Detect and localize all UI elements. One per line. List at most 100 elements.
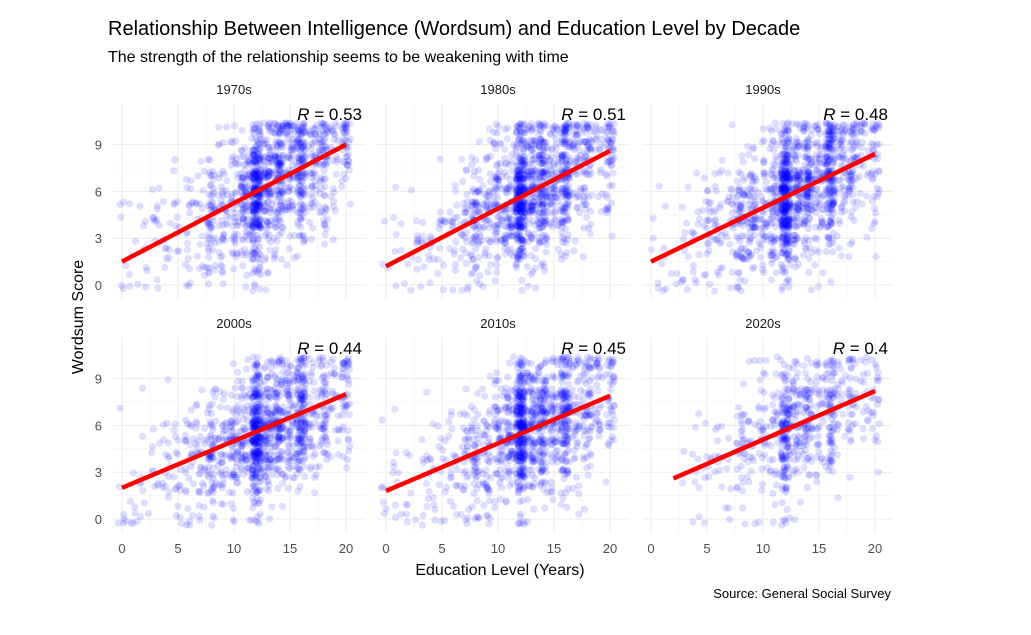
data-point bbox=[203, 219, 211, 227]
data-point bbox=[317, 176, 325, 184]
data-point bbox=[254, 253, 262, 262]
data-point bbox=[596, 169, 605, 177]
data-point bbox=[532, 254, 540, 263]
data-point bbox=[317, 139, 325, 147]
data-point bbox=[256, 153, 264, 161]
data-point bbox=[250, 199, 258, 207]
data-point bbox=[250, 151, 258, 160]
data-point bbox=[792, 236, 800, 244]
data-point bbox=[173, 198, 181, 206]
data-point bbox=[200, 167, 208, 175]
data-point bbox=[557, 255, 565, 263]
data-point bbox=[300, 170, 308, 178]
data-point bbox=[149, 442, 157, 451]
data-point bbox=[264, 198, 273, 206]
data-point bbox=[260, 207, 268, 215]
data-point bbox=[274, 123, 282, 132]
data-point bbox=[300, 123, 309, 131]
data-point bbox=[297, 139, 305, 147]
data-point bbox=[261, 200, 269, 208]
data-point bbox=[229, 516, 237, 524]
data-point bbox=[131, 237, 140, 245]
data-point bbox=[277, 166, 285, 174]
data-point bbox=[309, 224, 317, 232]
data-point bbox=[163, 254, 171, 263]
data-point bbox=[265, 144, 273, 152]
data-point bbox=[277, 142, 286, 151]
data-point bbox=[184, 505, 192, 513]
data-point bbox=[563, 213, 571, 222]
data-point bbox=[244, 172, 252, 180]
data-point bbox=[209, 235, 217, 243]
data-point bbox=[257, 270, 265, 278]
data-point bbox=[255, 157, 263, 165]
data-point bbox=[301, 172, 309, 181]
data-point bbox=[655, 182, 663, 190]
data-point bbox=[501, 145, 509, 154]
data-point bbox=[769, 137, 778, 146]
data-point bbox=[251, 172, 259, 180]
data-point bbox=[329, 185, 337, 193]
data-point bbox=[673, 269, 681, 277]
data-point bbox=[718, 264, 727, 272]
data-point bbox=[579, 197, 588, 206]
data-point bbox=[242, 222, 250, 230]
data-point bbox=[572, 131, 581, 139]
data-point bbox=[254, 239, 262, 247]
data-point bbox=[255, 250, 263, 259]
data-point bbox=[282, 206, 290, 214]
data-point bbox=[249, 220, 257, 229]
data-point bbox=[264, 155, 272, 163]
data-point bbox=[228, 155, 236, 164]
data-point bbox=[273, 187, 282, 195]
data-point bbox=[541, 267, 549, 275]
data-point bbox=[210, 188, 218, 196]
data-point bbox=[232, 249, 240, 257]
data-point bbox=[302, 208, 310, 216]
data-point bbox=[229, 153, 237, 161]
data-point bbox=[512, 152, 520, 160]
data-point bbox=[220, 452, 228, 460]
data-point bbox=[329, 127, 337, 135]
data-point bbox=[204, 155, 212, 163]
data-point bbox=[273, 145, 281, 153]
data-point bbox=[238, 209, 246, 217]
correlation-label: R = 0.53 bbox=[297, 105, 362, 124]
data-point bbox=[308, 235, 316, 243]
data-point bbox=[232, 155, 240, 163]
data-point bbox=[248, 255, 256, 263]
data-point bbox=[493, 129, 501, 137]
data-point bbox=[804, 121, 812, 129]
data-point bbox=[256, 131, 264, 139]
data-point bbox=[273, 121, 281, 129]
data-point bbox=[134, 280, 142, 288]
data-point bbox=[288, 202, 296, 210]
data-point bbox=[543, 208, 551, 216]
data-point bbox=[240, 208, 248, 216]
data-point bbox=[254, 198, 262, 206]
data-point bbox=[215, 174, 223, 182]
data-point bbox=[317, 119, 325, 127]
data-point bbox=[684, 183, 692, 191]
data-point bbox=[487, 261, 495, 269]
data-point bbox=[848, 238, 856, 246]
data-point bbox=[315, 202, 323, 211]
data-point bbox=[256, 263, 264, 272]
data-point bbox=[255, 193, 263, 201]
data-point bbox=[824, 223, 832, 231]
data-point bbox=[392, 230, 400, 238]
data-point bbox=[472, 202, 480, 210]
data-point bbox=[850, 217, 858, 225]
data-point bbox=[678, 203, 686, 211]
data-point bbox=[537, 224, 545, 232]
data-point bbox=[306, 218, 314, 226]
data-point bbox=[283, 261, 291, 269]
data-point bbox=[804, 143, 812, 151]
data-point bbox=[529, 268, 537, 276]
data-point bbox=[317, 126, 325, 134]
data-point bbox=[484, 268, 492, 276]
data-point bbox=[419, 232, 427, 240]
data-point bbox=[827, 206, 835, 214]
